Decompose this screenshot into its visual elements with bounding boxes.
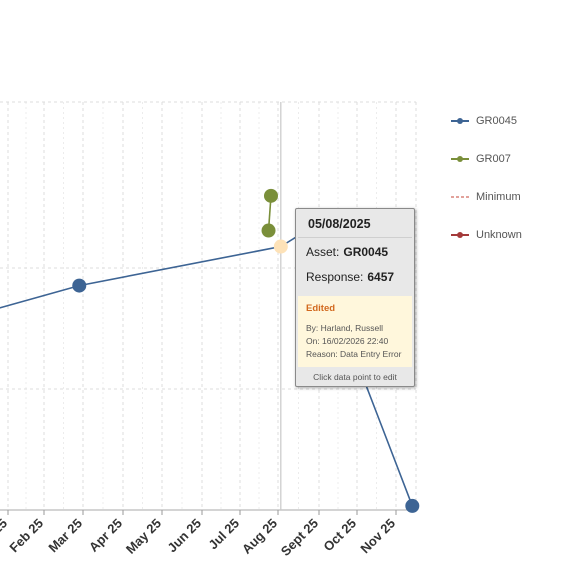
data-point-tooltip: 05/08/2025 Asset: GR0045 Response: 6457 Ed… <box>295 208 415 387</box>
legend-item-gr0045[interactable]: GR0045 <box>450 102 570 140</box>
tooltip-edit-by: By: Harland, Russell <box>306 323 384 333</box>
x-tick-label: Oct 25 <box>320 516 359 555</box>
x-tick-label: Jul 25 <box>205 516 242 553</box>
legend-marker-minimum <box>451 196 469 198</box>
x-tick-label: Nov 25 <box>357 516 398 557</box>
tooltip-response-label: Response: <box>306 270 364 284</box>
tooltip-date: 05/08/2025 <box>298 209 412 238</box>
data-point-gr0045 <box>72 278 87 293</box>
legend-label: Unknown <box>476 229 522 241</box>
tooltip-asset-value: GR0045 <box>343 245 389 259</box>
legend-item-unknown[interactable]: Unknown <box>450 216 570 254</box>
legend-marker-unknown <box>451 232 469 238</box>
x-tick-label: 25 <box>0 516 10 537</box>
tooltip-edit-title: Edited <box>306 303 336 314</box>
x-tick-label: Aug 25 <box>239 516 280 557</box>
tooltip-edit-on: On: 16/02/2026 22:40 <box>306 336 389 346</box>
legend-label: Minimum <box>476 191 521 203</box>
tooltip-response-row: Response: 6457 <box>296 263 414 288</box>
tooltip-asset-row: Asset: GR0045 <box>296 238 414 263</box>
tooltip-asset-label: Asset: <box>306 245 340 259</box>
x-tick-label: Apr 25 <box>86 516 125 555</box>
highlighted-data-point <box>273 239 288 254</box>
legend-label: GR007 <box>476 153 511 165</box>
x-tick-label: Feb 25 <box>6 516 46 556</box>
tooltip-edit-reason: Reason: Data Entry Error <box>306 349 402 359</box>
legend-marker-gr0045 <box>451 118 469 124</box>
data-point-gr007 <box>261 223 276 238</box>
x-tick-label: Jun 25 <box>164 516 204 556</box>
data-point-gr0045 <box>405 498 420 513</box>
legend-item-minimum[interactable]: Minimum <box>450 178 570 216</box>
legend-item-gr007[interactable]: GR007 <box>450 140 570 178</box>
tooltip-footer-hint: Click data point to edit <box>313 372 397 382</box>
tooltip-edit-info: Edited By: Harland, Russell On: 16/02/20… <box>298 296 412 367</box>
x-tick-label: Mar 25 <box>45 516 85 556</box>
chart-legend: GR0045 GR007 Minimum Unknown <box>450 102 570 254</box>
legend-label: GR0045 <box>476 115 517 127</box>
chart-grid <box>0 101 417 510</box>
x-tick-label: May 25 <box>123 516 164 557</box>
chart-hover <box>273 102 288 510</box>
data-point-gr007 <box>263 188 278 203</box>
legend-marker-gr007 <box>451 156 469 162</box>
tooltip-response-value: 6457 <box>367 270 395 284</box>
x-tick-label: Sept 25 <box>278 516 321 559</box>
